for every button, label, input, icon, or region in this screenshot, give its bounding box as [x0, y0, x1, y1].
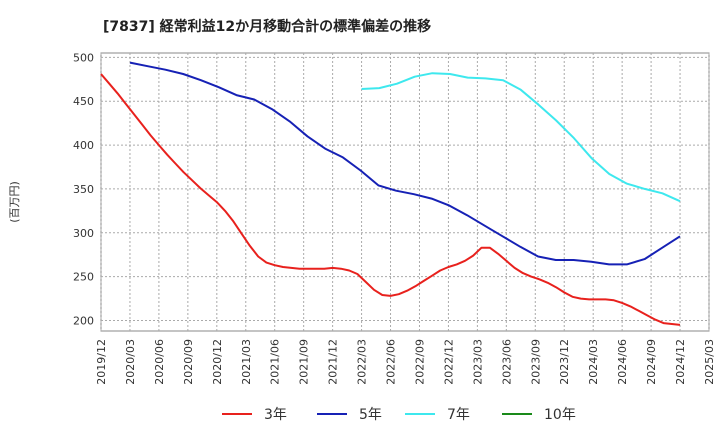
y-tick-label: 250 — [73, 271, 94, 284]
x-tick-label: 2021/03 — [240, 339, 253, 385]
x-tick-label: 2021/12 — [327, 339, 340, 385]
x-tick-label: 2022/06 — [385, 339, 398, 385]
x-tick-label: 2021/06 — [269, 339, 282, 385]
x-tick-label: 2024/12 — [674, 339, 687, 385]
x-tick-label: 2024/09 — [645, 339, 658, 385]
y-axis-label: (百万円) — [8, 181, 21, 223]
y-tick-label: 400 — [73, 139, 94, 152]
legend-label: 7年 — [447, 407, 470, 423]
legend: 3年 5年 7年 10年 — [222, 407, 576, 423]
x-tick-label: 2019/12 — [95, 339, 108, 385]
x-tick-label: 2024/06 — [616, 339, 629, 385]
series-line-3年 — [100, 73, 681, 326]
x-tick-label: 2022/03 — [356, 339, 369, 385]
legend-label: 5年 — [359, 407, 382, 423]
y-tick-label: 450 — [73, 95, 94, 108]
x-tick-label: 2022/09 — [413, 339, 426, 385]
x-tick-label: 2021/09 — [298, 339, 311, 385]
series-line-7年 — [361, 72, 681, 203]
x-tick-label: 2020/06 — [153, 339, 166, 385]
y-tick-label: 200 — [73, 314, 94, 327]
legend-label: 10年 — [544, 407, 576, 423]
x-tick-label: 2025/03 — [703, 339, 716, 385]
series-line-5年 — [129, 61, 681, 266]
x-tick-label: 2023/09 — [529, 339, 542, 385]
x-tick-label: 2023/06 — [500, 339, 513, 385]
x-tick-label: 2023/12 — [558, 339, 571, 385]
y-ticks: 200 250 300 350 400 450 500 — [73, 51, 94, 327]
y-tick-label: 300 — [73, 227, 94, 240]
x-tick-label: 2023/03 — [471, 339, 484, 385]
x-ticks: 2019/12 2020/03 2020/06 2020/09 2020/12 2021/… — [95, 339, 716, 385]
x-tick-label: 2020/09 — [182, 339, 195, 385]
x-tick-label: 2020/03 — [124, 339, 137, 385]
x-tick-label: 2022/12 — [442, 339, 455, 385]
y-tick-label: 350 — [73, 183, 94, 196]
series-lines — [100, 61, 681, 326]
x-tick-label: 2020/12 — [211, 339, 224, 385]
x-tick-label: 2024/03 — [587, 339, 600, 385]
legend-label: 3年 — [264, 407, 287, 423]
chart-title: [7837] 経常利益12か月移動合計の標準偏差の推移 — [103, 18, 431, 35]
y-tick-label: 500 — [73, 51, 94, 64]
